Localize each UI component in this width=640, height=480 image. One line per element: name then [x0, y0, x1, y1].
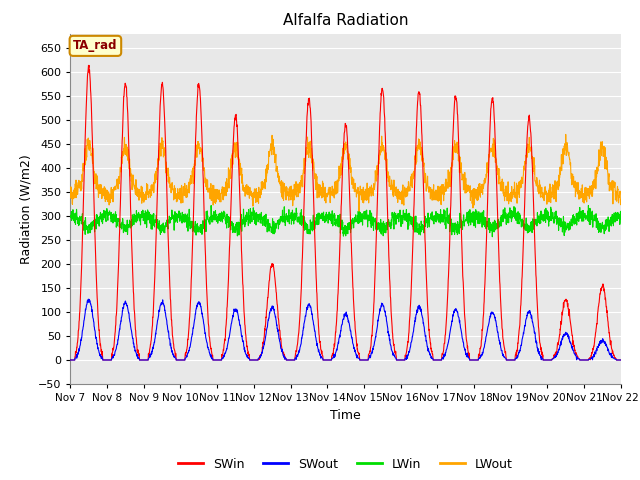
Title: Alfalfa Radiation: Alfalfa Radiation	[283, 13, 408, 28]
Legend: SWin, SWout, LWin, LWout: SWin, SWout, LWin, LWout	[173, 453, 518, 476]
X-axis label: Time: Time	[330, 408, 361, 421]
Y-axis label: Radiation (W/m2): Radiation (W/m2)	[19, 154, 33, 264]
Text: TA_rad: TA_rad	[73, 39, 118, 52]
